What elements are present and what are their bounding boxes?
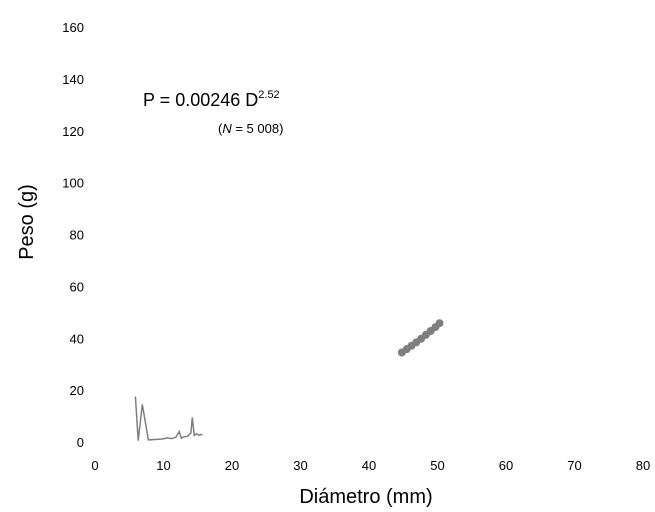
y-tick-label: 160 <box>62 20 84 35</box>
x-axis-ticks: 0 10 20 30 40 50 60 70 80 <box>91 458 650 473</box>
y-tick-label: 100 <box>62 176 84 191</box>
residual-line-series <box>134 396 203 441</box>
y-tick-label: 60 <box>70 279 84 294</box>
x-tick-label: 40 <box>362 458 376 473</box>
y-tick-label: 80 <box>70 228 84 243</box>
sample-size-label: (N = 5 008) <box>218 121 283 136</box>
x-tick-label: 10 <box>156 458 170 473</box>
y-tick-label: 120 <box>62 124 84 139</box>
x-tick-label: 70 <box>567 458 581 473</box>
y-tick-label: 20 <box>70 383 84 398</box>
sample-size-symbol: N <box>222 121 232 136</box>
sample-size-value: = 5 008) <box>232 121 284 136</box>
x-tick-label: 50 <box>430 458 444 473</box>
y-axis-title: Peso (g) <box>16 184 38 260</box>
x-tick-label: 20 <box>225 458 239 473</box>
x-tick-label: 60 <box>499 458 513 473</box>
y-tick-label: 140 <box>62 72 84 87</box>
residual-line <box>134 396 203 441</box>
x-tick-label: 80 <box>636 458 650 473</box>
x-axis-title: Diámetro (mm) <box>299 486 432 508</box>
sample-size-open-paren: ( <box>218 121 223 136</box>
data-point <box>435 319 444 328</box>
x-tick-label: 0 <box>91 458 98 473</box>
regression-equation: P = 0.00246 D2.52 <box>143 89 280 110</box>
x-tick-label: 30 <box>293 458 307 473</box>
y-tick-label: 40 <box>70 331 84 346</box>
equation-exponent: 2.52 <box>258 89 279 101</box>
data-points-series <box>397 319 444 357</box>
equation-base: P = 0.00246 D <box>143 90 258 110</box>
y-tick-label: 0 <box>77 435 84 450</box>
y-axis-ticks: 0 20 40 60 80 100 120 140 160 <box>62 20 84 450</box>
